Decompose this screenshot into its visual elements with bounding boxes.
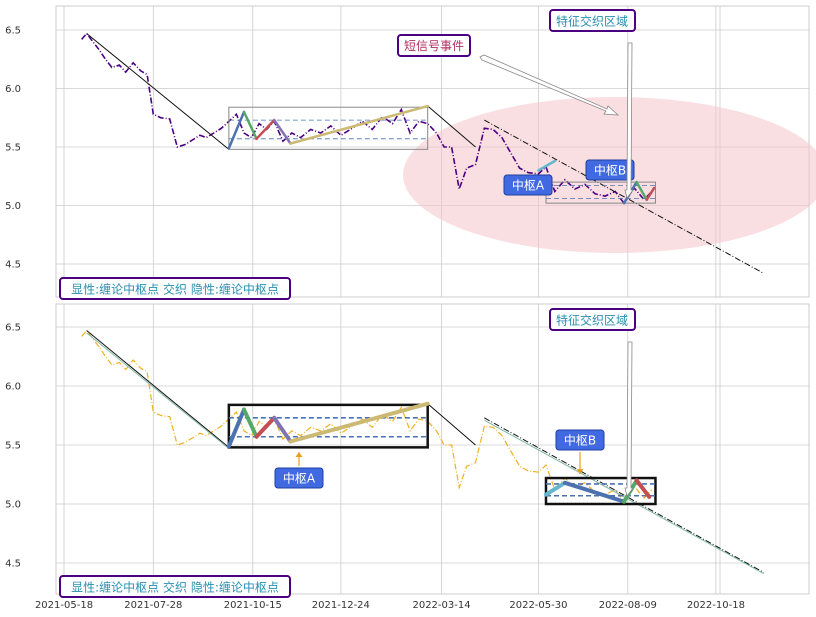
legend-text: 显性:缠论中枢点 交织 隐性:缠论中枢点 [71, 580, 279, 595]
bi-segment [272, 415, 293, 444]
pivot-box [544, 476, 657, 506]
pivot-label: 中枢A [512, 178, 545, 193]
bi-segment [254, 415, 277, 439]
x-tick-label: 2022-10-18 [687, 600, 745, 611]
y-tick-label: 6.5 [5, 323, 21, 334]
y-tick-label: 5.0 [5, 201, 21, 212]
y-tick-label: 6.0 [5, 382, 21, 393]
feature-zone-text: 特征交织区域 [556, 14, 628, 29]
bi-segment [226, 407, 246, 449]
x-tick-label: 2022-05-30 [509, 600, 567, 611]
feature-zone-text: 特征交织区域 [556, 313, 628, 328]
bi-segment [537, 159, 557, 172]
signal-event-text: 短信号事件 [404, 39, 464, 53]
legend-box [59, 277, 291, 300]
trend-stroke [484, 417, 764, 573]
x-axis: 2021-05-18 2021-07-28 2021-10-15 2021-12-24… [35, 600, 745, 611]
feature-zone-box [549, 308, 636, 331]
bi-segment [289, 104, 429, 145]
feature-zone-arrow [624, 341, 634, 497]
pivot-label-box [503, 174, 553, 196]
top-panel: 4.5 5.0 5.5 6.0 6.5 中枢A 中枢B 显性:缠论中枢点 交织 隐性:缠论中枢… [5, 5, 816, 300]
y-tick-label: 5.0 [5, 500, 21, 511]
legend-box [59, 575, 291, 598]
pivot-box [227, 403, 429, 449]
pivot-label: 中枢A [283, 471, 316, 486]
legend-text: 显性:缠论中枢点 交织 隐性:缠论中枢点 [71, 282, 279, 297]
pivot-label-box [585, 159, 635, 181]
x-tick-label: 2021-07-28 [124, 600, 182, 611]
bi-segment [272, 118, 292, 145]
pivot-label-box [274, 467, 324, 489]
bi-segment [635, 180, 648, 201]
x-tick-label: 2021-12-24 [312, 600, 370, 611]
trend-stroke-secondary [484, 419, 764, 575]
y-tick-label: 6.0 [5, 84, 21, 95]
x-tick-label: 2022-08-09 [599, 600, 657, 611]
bottom-panel: 4.5 5.0 5.5 6.0 6.5 中枢A 中枢B 显性:缠论中枢点 交织 隐性:缠论中枢… [5, 303, 810, 598]
bi-segment [242, 110, 258, 141]
bi-segment [242, 407, 259, 439]
feature-zone-box [549, 9, 636, 32]
bi-segment [645, 186, 656, 201]
trend-stroke [484, 119, 764, 274]
x-tick-label: 2021-10-15 [224, 600, 282, 611]
pivot-label-box [555, 429, 605, 451]
pivot-label-arrowhead [576, 469, 584, 474]
pivot-label: 中枢B [594, 163, 626, 178]
pivot-box [228, 106, 429, 150]
feature-zone-arrow [624, 42, 634, 199]
bi-segment [288, 401, 430, 444]
signal-event-arrow [479, 54, 620, 116]
bi-segment [255, 118, 276, 141]
plot-area [55, 303, 810, 595]
trend-stroke [427, 105, 476, 148]
y-tick-label: 6.5 [5, 26, 21, 37]
y-tick-label: 5.5 [5, 441, 21, 452]
y-tick-label: 4.5 [5, 559, 21, 570]
bi-segment [562, 480, 626, 504]
trend-stroke [427, 403, 476, 446]
bi-segment [634, 478, 652, 499]
y-tick-label: 5.5 [5, 143, 21, 154]
x-tick-label: 2022-03-14 [412, 600, 470, 611]
signal-event-box [397, 34, 471, 57]
x-tick-label: 2021-05-18 [35, 600, 93, 611]
trend-stroke [86, 330, 230, 448]
pivot-label: 中枢B [564, 433, 596, 448]
pivot-label-arrowhead [295, 452, 303, 457]
price-line [81, 329, 653, 503]
y-tick-label: 4.5 [5, 260, 21, 271]
bi-segment [544, 480, 567, 497]
trend-stroke-secondary [86, 332, 230, 449]
bi-segment [227, 110, 246, 150]
price-line [80, 32, 653, 205]
trend-stroke [86, 33, 230, 150]
